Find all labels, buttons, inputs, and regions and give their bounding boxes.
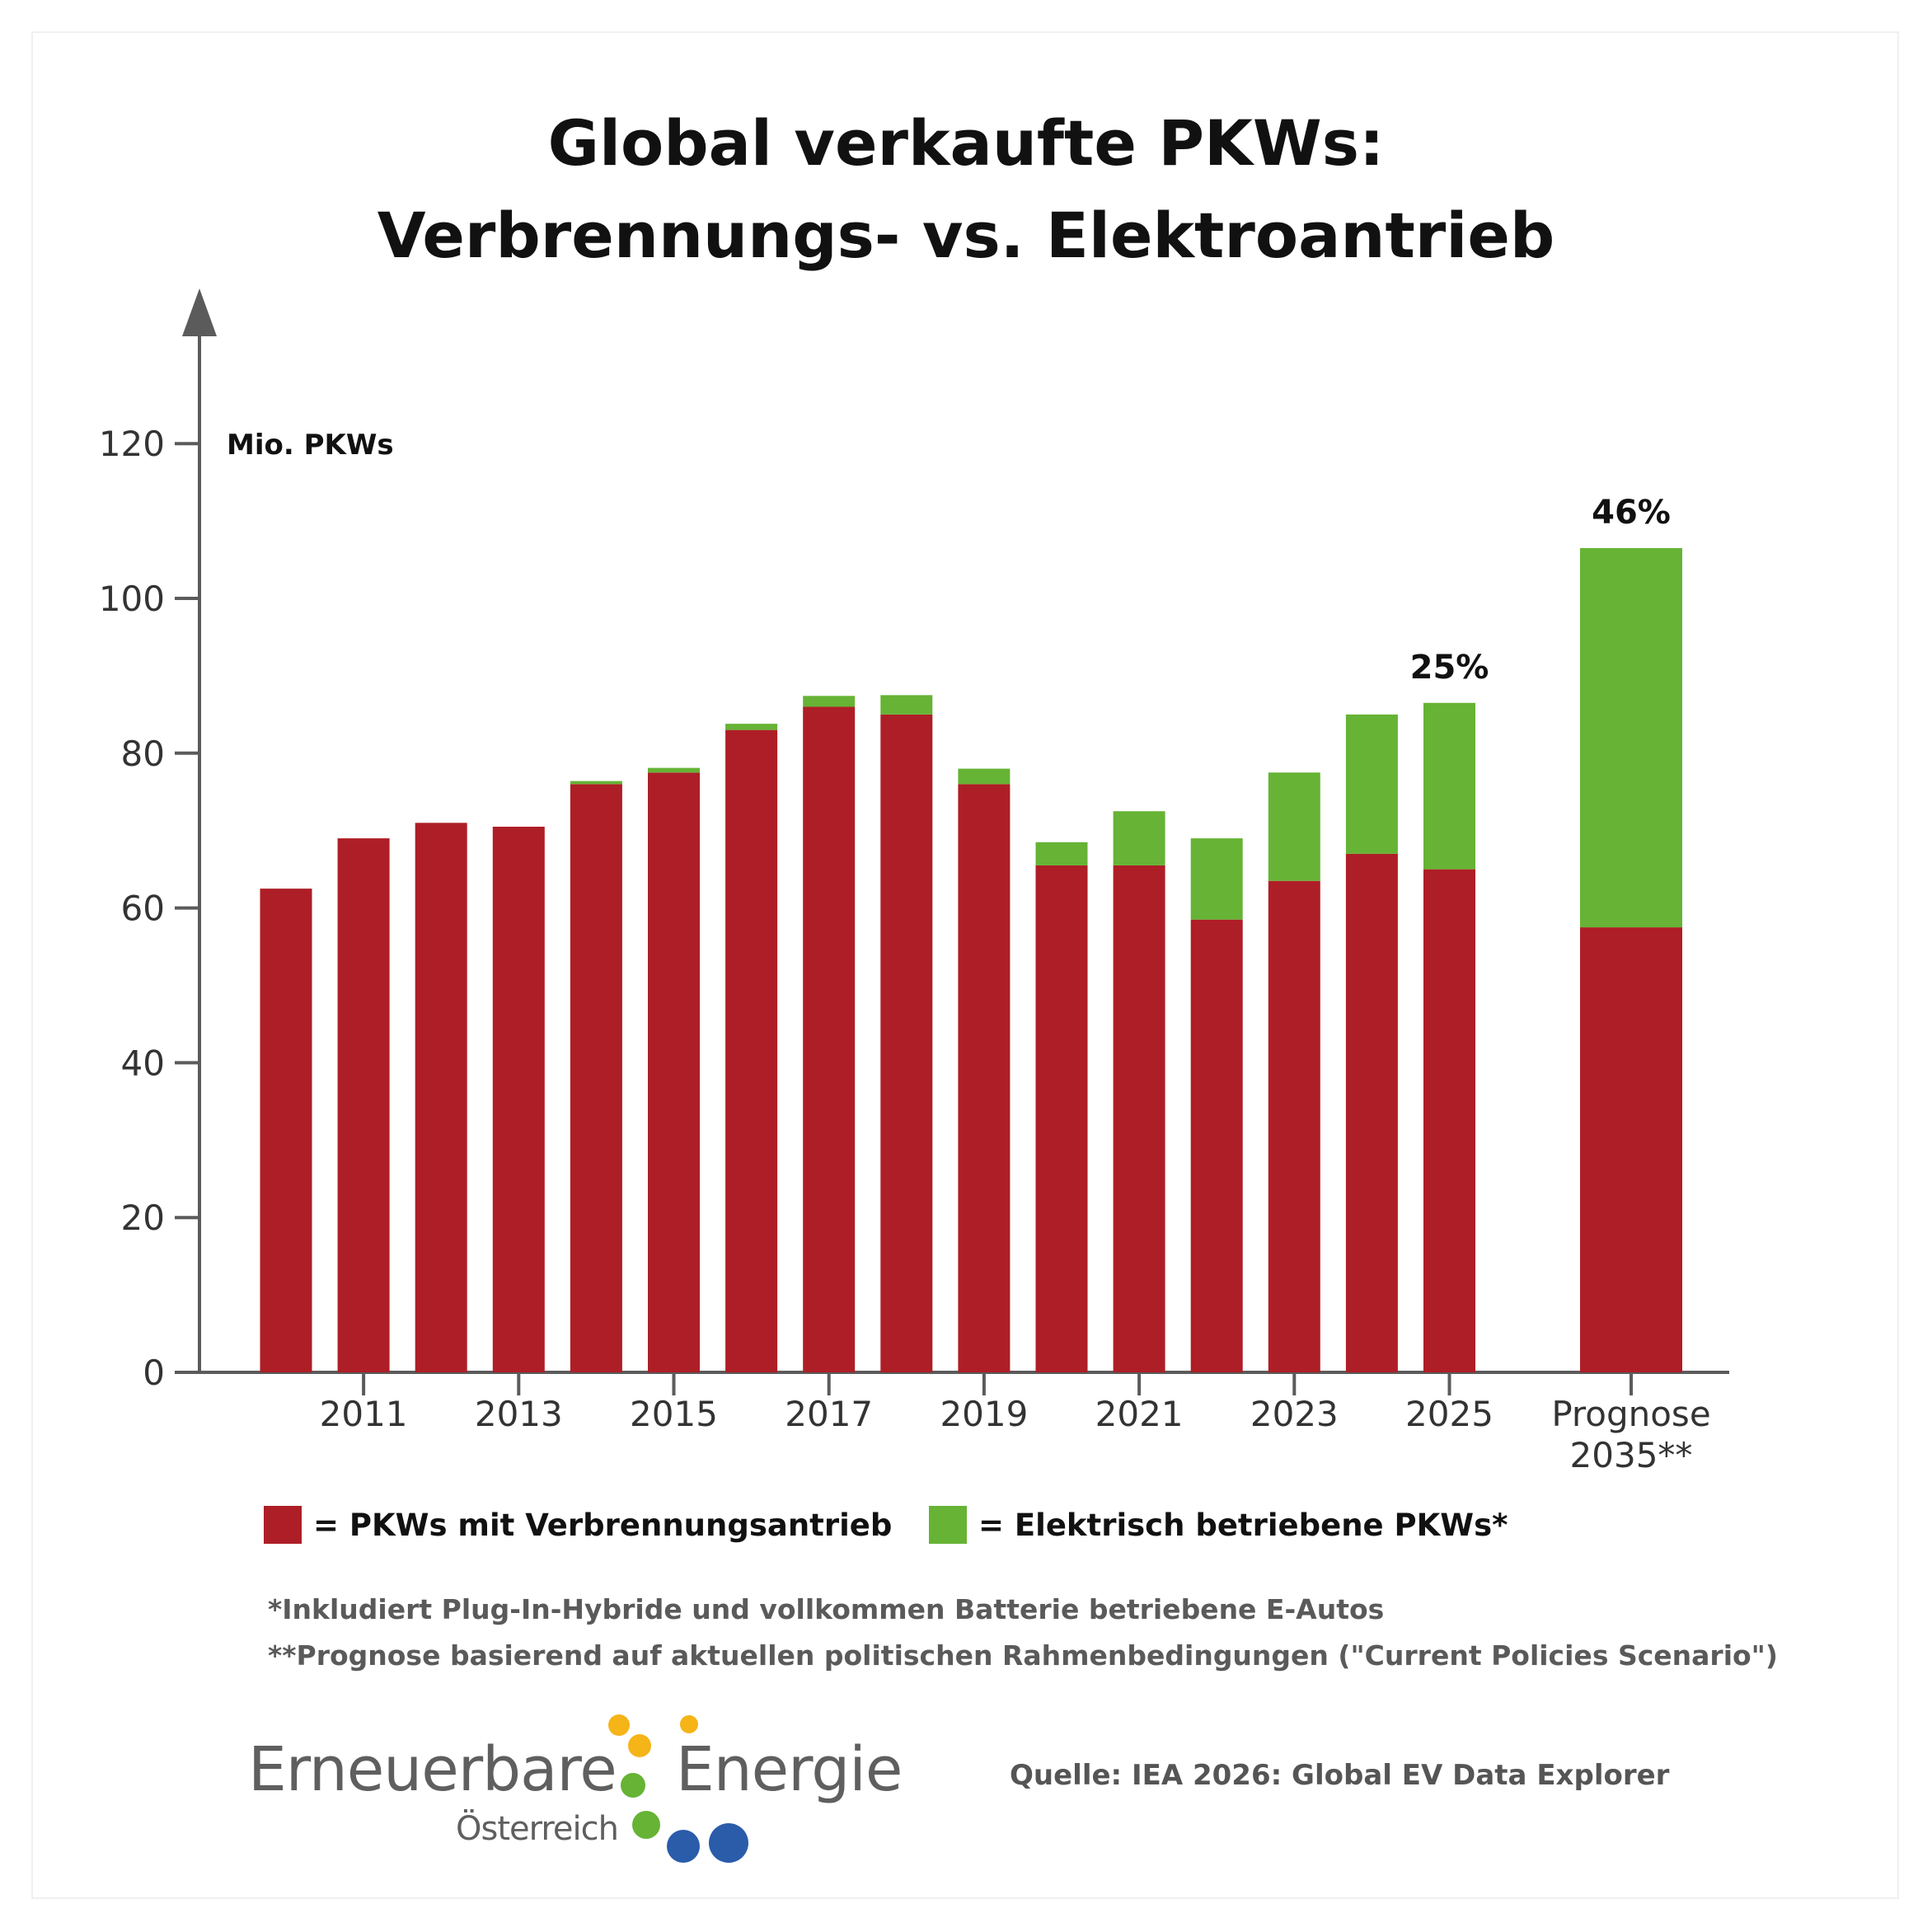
legend-swatch-electric — [929, 1506, 967, 1544]
bar-electric — [1345, 714, 1398, 854]
logo-word-energie: Energie — [676, 1734, 903, 1805]
x-tick-label: 2019 — [940, 1394, 1028, 1434]
bar-electric — [570, 781, 622, 785]
x-tick-label-line: 2015 — [630, 1394, 718, 1434]
bar-combustion — [570, 784, 622, 1372]
x-tick-label: 2023 — [1250, 1394, 1339, 1434]
x-tick-label-line: 2017 — [785, 1394, 873, 1434]
bar-electric — [1423, 702, 1475, 870]
x-tick-label: 2021 — [1095, 1394, 1184, 1434]
bar-combustion — [1423, 869, 1475, 1372]
bar-combustion — [260, 889, 312, 1372]
bar-electric — [803, 696, 856, 707]
bar-electric — [1580, 547, 1682, 928]
logo-dot-green-1 — [621, 1773, 645, 1798]
x-tick-label-line: 2011 — [320, 1394, 408, 1434]
chart-title-line-1: Global verkaufte PKWs: — [547, 106, 1385, 180]
x-tick-label: 2011 — [320, 1394, 408, 1434]
x-tick-label-line: 2025 — [1405, 1394, 1494, 1434]
bar-combustion — [1190, 919, 1243, 1372]
chart-title: Global verkaufte PKWs: Verbrennungs- vs.… — [0, 97, 1932, 282]
logo-dot-yellow-2 — [680, 1715, 698, 1733]
y-tick-label: 80 — [121, 734, 165, 774]
y-tick-label: 60 — [121, 889, 165, 929]
bar-combustion — [415, 823, 467, 1372]
bar-combustion — [1035, 865, 1088, 1372]
logo-dot-blue-1 — [667, 1830, 700, 1863]
y-tick-label: 120 — [99, 424, 165, 464]
chart-title-line-2: Verbrennungs- vs. Elektroantrieb — [377, 199, 1555, 272]
x-tick-label: 2017 — [785, 1394, 873, 1434]
bar-electric — [1113, 811, 1165, 865]
bar-electric — [958, 768, 1011, 785]
bar-combustion — [880, 714, 933, 1372]
bar-electric — [1035, 842, 1088, 865]
x-tick-label-line: 2023 — [1250, 1394, 1339, 1434]
y-axis-label: Mio. PKWs — [227, 429, 394, 462]
y-tick-label: 100 — [99, 579, 165, 619]
bar-electric — [648, 767, 700, 773]
footnote-1: *Inkludiert Plug-In-Hybride und vollkomm… — [268, 1593, 1385, 1625]
bar-electric — [880, 695, 933, 715]
logo-dot-blue-2 — [709, 1823, 748, 1863]
x-tick-label: 2015 — [630, 1394, 718, 1434]
bar-combustion — [492, 827, 545, 1372]
y-axis-arrow — [182, 288, 217, 336]
y-tick-label: 0 — [143, 1353, 165, 1393]
legend-label-combustion: = PKWs mit Verbrennungsantrieb — [313, 1507, 893, 1543]
footnotes: *Inkludiert Plug-In-Hybride und vollkomm… — [268, 1587, 1778, 1679]
legend-item-electric: = Elektrisch betriebene PKWs* — [929, 1503, 1508, 1546]
x-tick-label-line: 2035** — [1570, 1435, 1693, 1475]
legend-swatch-combustion — [264, 1506, 302, 1544]
bar-combustion — [337, 838, 390, 1372]
x-tick-label: 2013 — [475, 1394, 563, 1434]
bar-combustion — [1580, 927, 1682, 1372]
logo-dot-yellow-3 — [628, 1734, 651, 1757]
bar-annotation: 46% — [1592, 494, 1671, 532]
legend-label-electric: = Elektrisch betriebene PKWs* — [978, 1507, 1508, 1543]
x-tick-label: 2025 — [1405, 1394, 1494, 1434]
logo-word-erneuerbare: Erneuerbare — [248, 1734, 617, 1805]
bar-combustion — [803, 706, 856, 1372]
bar-electric — [1268, 772, 1320, 881]
footnote-2: **Prognose basierend auf aktuellen polit… — [268, 1639, 1778, 1672]
source-note: Quelle: IEA 2026: Global EV Data Explore… — [1010, 1759, 1670, 1792]
bar-electric — [725, 724, 778, 730]
bar-electric — [1190, 838, 1243, 920]
y-tick-label: 40 — [121, 1043, 165, 1083]
bar-combustion — [1268, 880, 1320, 1372]
y-tick-label: 20 — [121, 1198, 165, 1238]
logo-word-oesterreich: Österreich — [456, 1810, 619, 1848]
legend-item-combustion: = PKWs mit Verbrennungsantrieb — [264, 1503, 892, 1546]
bar-combustion — [1113, 865, 1165, 1372]
bar-combustion — [958, 784, 1011, 1372]
bar-combustion — [1345, 853, 1398, 1372]
logo-dot-green-2 — [632, 1811, 660, 1839]
x-tick-label: Prognose 2035** — [1551, 1394, 1710, 1475]
x-tick-label-line: 2019 — [940, 1394, 1028, 1434]
x-tick-label-line: Prognose — [1551, 1394, 1710, 1434]
x-tick-label-line: 2021 — [1095, 1394, 1184, 1434]
bar-annotation: 25% — [1410, 649, 1489, 687]
stacked-bar-chart: 0 20 40 60 80 100 120 Mio. PKWs 2011 2013 2015 2017… — [99, 288, 1729, 1475]
bar-combustion — [725, 729, 778, 1372]
page-frame — [31, 31, 1899, 1899]
logo: Erneuerbare Energie Österreich — [243, 1698, 919, 1863]
logo-dot-yellow-1 — [608, 1714, 630, 1736]
bar-combustion — [648, 772, 700, 1372]
x-tick-label-line: 2013 — [475, 1394, 563, 1434]
